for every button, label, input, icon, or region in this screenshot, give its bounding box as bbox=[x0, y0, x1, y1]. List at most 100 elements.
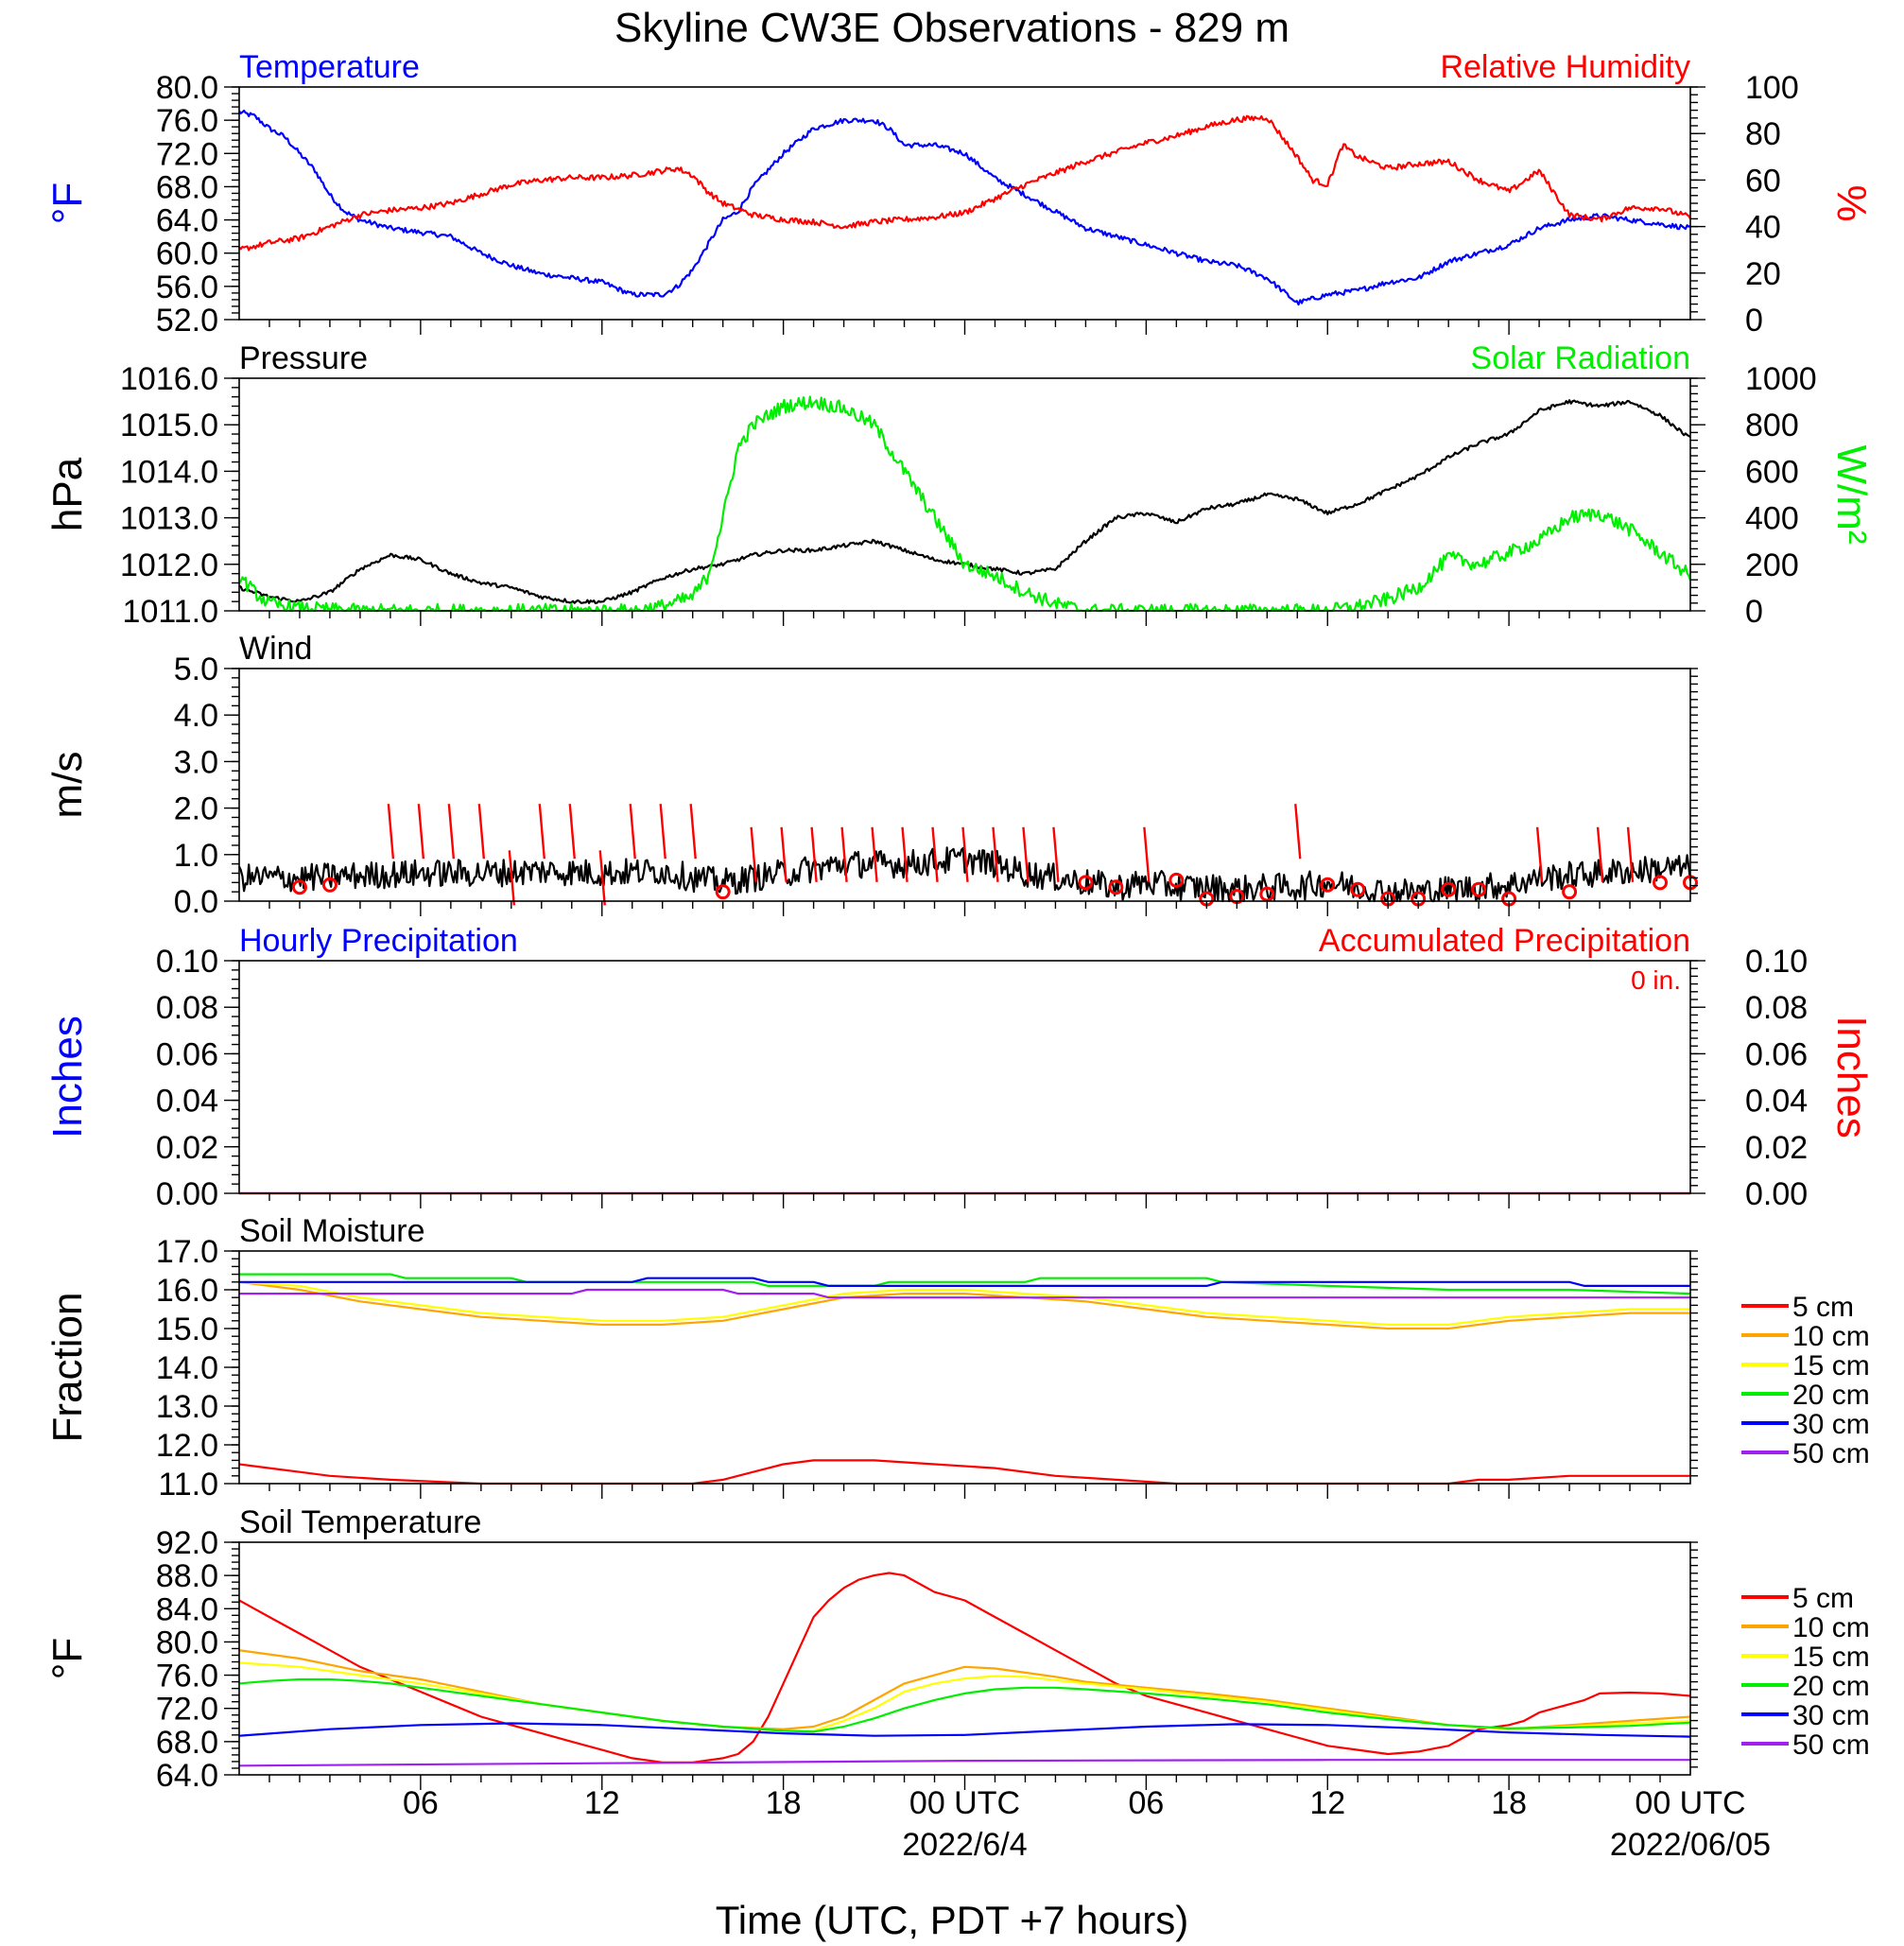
y-axis-label-right: % bbox=[1828, 184, 1875, 221]
y-tick-label-right: 100 bbox=[1745, 70, 1799, 106]
series-line-15cm bbox=[238, 1280, 1690, 1326]
wind-barb bbox=[931, 826, 939, 882]
legend-label: 20 cm bbox=[1792, 1671, 1870, 1702]
y-tick-label-right: 400 bbox=[1745, 501, 1799, 537]
y-tick-label-left: 80.0 bbox=[156, 1625, 218, 1660]
series-line-temperature bbox=[238, 110, 1691, 306]
y-tick-label-left: 1013.0 bbox=[120, 501, 218, 537]
wind-barb bbox=[659, 804, 666, 860]
x-axis-label: Time (UTC, PDT +7 hours) bbox=[716, 1898, 1189, 1942]
wind-barb bbox=[1626, 826, 1635, 882]
y-tick-label-left: 3.0 bbox=[174, 744, 218, 780]
y-axis-label-left: hPa bbox=[44, 457, 91, 531]
y-tick-label-right: 20 bbox=[1745, 256, 1781, 292]
wind-calm-marker bbox=[1168, 872, 1185, 888]
y-tick-label-left: 56.0 bbox=[156, 269, 218, 305]
wind-calm-marker bbox=[1350, 881, 1366, 897]
figure-title: Skyline CW3E Observations - 829 m bbox=[614, 5, 1290, 51]
panels: 80.076.072.068.064.060.056.052.010080604… bbox=[44, 49, 1875, 1794]
panel-title-left: Soil Temperature bbox=[239, 1504, 481, 1540]
x-tick-label: 00 UTC bbox=[1635, 1785, 1745, 1821]
wind-barb bbox=[477, 804, 486, 860]
y-tick-label-left: 17.0 bbox=[156, 1234, 218, 1270]
wind-barb bbox=[629, 804, 636, 860]
y-tick-label-left: 88.0 bbox=[156, 1558, 218, 1594]
y-tick-label-right: 0.02 bbox=[1745, 1130, 1808, 1166]
y-axis-label-left: °F bbox=[44, 182, 91, 224]
wind-calm-marker bbox=[1471, 881, 1487, 897]
panel-title-right: Accumulated Precipitation bbox=[1319, 923, 1690, 959]
panel-title-right: Relative Humidity bbox=[1440, 49, 1690, 85]
wind-calm-marker bbox=[1108, 879, 1124, 895]
y-tick-label-left: 80.0 bbox=[156, 70, 218, 106]
legend-label: 15 cm bbox=[1792, 1350, 1870, 1381]
wind-barb bbox=[901, 826, 909, 882]
series-line-5cm bbox=[238, 1572, 1691, 1764]
panel-2: 5.0 4.0 3.0 2.0 1.0 0.0 Wind m/s bbox=[44, 631, 1698, 920]
panel-5: 92.088.084.080.076.072.068.064.0 Soil Tem… bbox=[44, 1504, 1870, 1794]
panel-title-left: Hourly Precipitation bbox=[239, 923, 518, 959]
series-line-wind bbox=[238, 846, 1692, 903]
series-line-30cm bbox=[239, 1277, 1690, 1287]
y-tick-label-left: 84.0 bbox=[156, 1591, 218, 1627]
y-tick-label-left: 68.0 bbox=[156, 169, 218, 205]
legend-label: 50 cm bbox=[1792, 1729, 1870, 1761]
y-tick-label-left: 68.0 bbox=[156, 1725, 218, 1761]
wind-barb bbox=[840, 826, 848, 882]
y-tick-label-right: 0.00 bbox=[1745, 1176, 1808, 1212]
wind-calm-marker bbox=[321, 877, 338, 893]
y-tick-label-left: 11.0 bbox=[158, 1467, 218, 1503]
y-axis-label-right: Inches bbox=[1828, 1016, 1875, 1138]
x-tick-label: 18 bbox=[1491, 1785, 1527, 1821]
wind-barb bbox=[598, 850, 606, 906]
legend-label: 5 cm bbox=[1792, 1292, 1854, 1323]
series-line-humidity bbox=[238, 114, 1691, 252]
legend-label: 20 cm bbox=[1792, 1380, 1870, 1411]
wind-barb bbox=[689, 804, 697, 860]
wind-barb bbox=[961, 826, 969, 882]
y-tick-label-right: 800 bbox=[1745, 408, 1799, 443]
y-tick-label-left: 0.0 bbox=[174, 884, 218, 920]
y-tick-label-right: 1000 bbox=[1745, 361, 1817, 397]
y-tick-label-left: 52.0 bbox=[156, 303, 218, 339]
wind-barb bbox=[1535, 826, 1544, 882]
y-tick-label-left: 0.08 bbox=[156, 990, 218, 1026]
legend-label: 30 cm bbox=[1792, 1700, 1870, 1731]
time-axis: 06 12 18 00 UTC 06 12 18 00 UTC 2022/6/4 2022/06/… bbox=[403, 1785, 1771, 1863]
panel-title-left: Soil Moisture bbox=[239, 1213, 425, 1249]
legend-label: 10 cm bbox=[1792, 1321, 1870, 1352]
accumulation-annotation: 0 in. bbox=[1631, 965, 1681, 995]
wind-calm-marker bbox=[1078, 875, 1094, 891]
x-tick-label: 12 bbox=[1309, 1785, 1345, 1821]
series-line-20cm bbox=[239, 1273, 1691, 1295]
panel-3: 0.10 0.08 0.06 0.04 0.02 0.00 0.10 0.08 0.06 0.04… bbox=[44, 923, 1875, 1212]
y-tick-label-left: 13.0 bbox=[156, 1389, 218, 1425]
panel-title-left: Temperature bbox=[239, 49, 420, 85]
y-tick-label-left: 72.0 bbox=[156, 1692, 218, 1728]
series-line-10cm bbox=[238, 1280, 1690, 1330]
x-tick-label: 06 bbox=[1128, 1785, 1164, 1821]
y-tick-label-left: 1012.0 bbox=[120, 547, 218, 583]
panel-title-left: Wind bbox=[239, 631, 312, 667]
y-tick-label-left: 15.0 bbox=[156, 1312, 218, 1347]
panel-4: 17.016.015.014.013.012.011.0 Soil Moistur… bbox=[44, 1213, 1870, 1503]
y-tick-label-right: 0.06 bbox=[1745, 1036, 1808, 1072]
wind-barb bbox=[538, 804, 545, 860]
wind-barb bbox=[1596, 826, 1604, 882]
y-tick-label-left: 0.04 bbox=[156, 1084, 218, 1120]
wind-barb bbox=[417, 804, 425, 860]
series-line-solar bbox=[238, 395, 1692, 613]
y-axis-label-left: m/s bbox=[44, 752, 91, 819]
y-tick-label-left: 64.0 bbox=[156, 203, 218, 239]
y-tick-label-left: 92.0 bbox=[156, 1525, 218, 1561]
x-tick-label: 06 bbox=[403, 1785, 439, 1821]
wind-calm-marker bbox=[1441, 881, 1457, 897]
y-axis-label-right: W/m² bbox=[1828, 444, 1875, 544]
wind-calm-marker bbox=[1259, 886, 1275, 902]
y-tick-label-left: 12.0 bbox=[156, 1428, 218, 1464]
legend-label: 15 cm bbox=[1792, 1642, 1870, 1673]
y-tick-label-right: 0 bbox=[1745, 303, 1763, 339]
y-tick-label-right: 0.04 bbox=[1745, 1084, 1808, 1120]
